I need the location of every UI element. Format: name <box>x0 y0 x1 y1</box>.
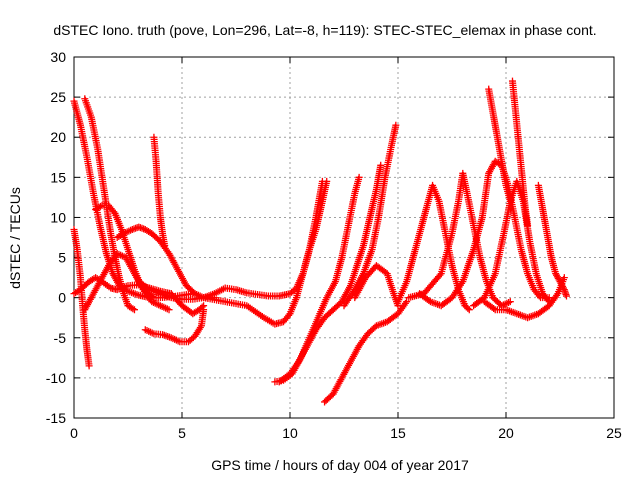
y-tick-label: 20 <box>50 129 66 145</box>
data-series <box>534 181 570 300</box>
x-tick-label: 15 <box>390 425 406 441</box>
data-series <box>141 306 208 346</box>
y-tick-label: -5 <box>54 330 67 346</box>
data-point <box>198 303 206 311</box>
data-point <box>130 306 138 314</box>
data-point <box>96 202 104 210</box>
data-point <box>403 298 411 306</box>
data-point <box>506 298 514 306</box>
data-point <box>377 161 385 169</box>
data-series <box>200 177 331 328</box>
y-tick-label: 5 <box>58 250 66 266</box>
data-point <box>85 362 93 370</box>
data-point <box>165 306 173 314</box>
y-tick-label: -10 <box>46 370 66 386</box>
y-tick-label: 0 <box>58 290 66 306</box>
data-series <box>167 290 208 318</box>
data-point <box>464 304 472 312</box>
data-point <box>323 177 331 185</box>
y-tick-label: 30 <box>50 49 66 65</box>
data-point <box>355 173 363 181</box>
data-point <box>490 305 498 313</box>
data-series <box>416 157 553 310</box>
data-marks <box>70 77 570 406</box>
x-tick-label: 20 <box>498 425 514 441</box>
data-point <box>559 284 567 292</box>
data-series <box>113 223 218 302</box>
x-axis-label: GPS time / hours of day 004 of year 2017 <box>211 457 469 473</box>
data-point <box>200 302 208 310</box>
y-tick-label: -15 <box>46 410 66 426</box>
chart-title: dSTEC Iono. truth (pove, Lon=296, Lat=-8… <box>53 22 596 38</box>
data-point <box>392 121 400 129</box>
data-series <box>480 274 568 322</box>
data-series <box>470 177 553 310</box>
data-series <box>485 85 514 205</box>
y-axis-label: dSTEC / TECUs <box>7 187 23 289</box>
axis-ticks: 0 5 10 15 20 25 -15 -10 -5 0 5 10 15 20 25 30 <box>46 49 622 441</box>
x-tick-label: 10 <box>282 425 298 441</box>
data-point <box>161 242 169 250</box>
data-series <box>275 161 385 386</box>
data-series <box>150 133 169 250</box>
data-series <box>405 169 514 310</box>
x-tick-label: 0 <box>70 425 78 441</box>
data-point <box>129 305 137 313</box>
data-point <box>560 274 568 282</box>
data-series <box>321 298 411 406</box>
data-series <box>340 121 400 310</box>
y-tick-label: 15 <box>50 169 66 185</box>
data-point <box>436 271 444 279</box>
x-tick-label: 25 <box>606 425 622 441</box>
data-point <box>110 208 118 216</box>
data-series <box>70 225 93 370</box>
data-point <box>562 292 570 300</box>
y-tick-label: 25 <box>50 89 66 105</box>
data-point <box>150 294 158 302</box>
data-point <box>285 311 293 319</box>
data-point <box>148 293 156 301</box>
x-tick-label: 5 <box>178 425 186 441</box>
y-tick-label: 10 <box>50 209 66 225</box>
data-point <box>465 306 473 314</box>
